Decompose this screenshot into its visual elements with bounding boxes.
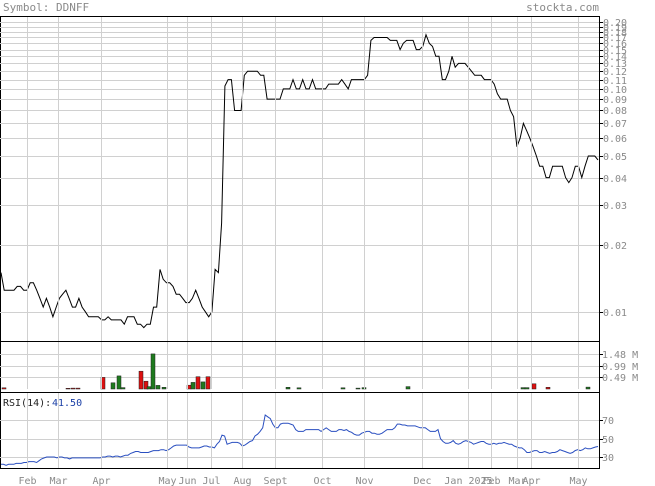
price-tick-label: 0.08 xyxy=(603,106,627,117)
x-axis-label: May xyxy=(158,476,176,486)
volume-bar xyxy=(138,370,144,390)
x-axis-label: Oct xyxy=(313,476,331,486)
rsi-current-value: 41.50 xyxy=(52,398,82,409)
symbol-label: Symbol: DDNFF xyxy=(3,1,89,14)
price-y-axis: 0.01 0.02 0.03 0.04 0.05 0.06 0.07 0.080.090.10… xyxy=(599,18,627,319)
volume-bar xyxy=(65,388,71,390)
volume-bar xyxy=(355,387,361,390)
price-tick-label: 0.16 xyxy=(603,39,627,50)
volume-bar xyxy=(405,386,411,390)
x-axis-label: Jul xyxy=(202,476,220,486)
price-tick-label: 0.14 xyxy=(603,52,627,63)
x-axis-label: Aug xyxy=(233,476,251,486)
volume-bar xyxy=(531,383,537,390)
x-grid xyxy=(27,17,579,468)
price-tick-label: 0.18 xyxy=(603,28,627,39)
rsi-tick-label: 50 xyxy=(602,435,614,446)
volume-bar xyxy=(195,376,201,390)
price-tick-label: 0.07 xyxy=(603,119,627,130)
price-tick-label: 0.17 xyxy=(603,33,627,44)
volume-bar xyxy=(150,353,156,390)
rsi-grid xyxy=(0,420,599,458)
volume-grid xyxy=(0,354,599,378)
volume-bar xyxy=(524,387,530,390)
rsi-y-axis: 70 50 30 xyxy=(599,416,614,464)
volume-bar xyxy=(146,386,152,390)
volume-tick-label: 0.99 M xyxy=(602,362,638,373)
price-grid xyxy=(0,22,599,313)
x-axis-label: Feb xyxy=(482,476,500,486)
x-axis-label: Nov xyxy=(355,476,373,486)
price-tick-label: 0.20 xyxy=(603,18,627,29)
price-tick-label: 0.01 xyxy=(603,308,627,319)
x-axis-label: Mar xyxy=(508,476,526,486)
volume-bar xyxy=(155,385,161,390)
volume-bar xyxy=(545,387,551,390)
price-tick-label: 0.13 xyxy=(603,59,627,70)
volume-bar xyxy=(200,381,206,390)
volume-bar xyxy=(120,387,126,390)
price-tick-label: 0.02 xyxy=(603,241,627,252)
volume-bar xyxy=(143,380,149,390)
x-axis-label: May xyxy=(569,476,587,486)
volume-tick-label: 1.48 M xyxy=(602,350,638,361)
x-axis-label: Dec xyxy=(413,476,431,486)
volume-bar xyxy=(161,387,167,390)
volume-bar xyxy=(285,387,291,390)
volume-y-axis: 1.48 M0.99 M0.49 M xyxy=(599,350,638,384)
price-tick-label: 0.19 xyxy=(603,23,627,34)
price-line xyxy=(0,33,599,329)
rsi-line xyxy=(1,414,599,466)
x-axis-label: Sept xyxy=(263,476,287,486)
price-tick-label: 0.06 xyxy=(603,134,627,145)
x-axis-label: Jun xyxy=(178,476,196,486)
volume-bar xyxy=(116,375,122,390)
x-axis-labels: Feb Mar Apr May Jun Jul Aug Sept Oct Nov Dec Jan 20… xyxy=(18,476,587,486)
price-tick-label: 0.11 xyxy=(603,76,627,87)
volume-bar xyxy=(1,387,7,390)
price-tick-label: 0.10 xyxy=(603,85,627,96)
volume-bars xyxy=(1,353,591,390)
chart-frame xyxy=(0,16,600,469)
site-watermark: stockta.com xyxy=(526,1,599,14)
x-axis-label: Jan 2025 xyxy=(444,476,492,486)
volume-bar xyxy=(340,387,346,390)
volume-tick-label: 0.49 M xyxy=(602,373,638,384)
x-axis-label: Apr xyxy=(92,476,110,486)
x-axis-label: Mar xyxy=(49,476,67,486)
price-tick-label: 0.03 xyxy=(603,201,627,212)
rsi-tick-label: 70 xyxy=(602,416,614,427)
price-tick-label: 0.04 xyxy=(603,174,627,185)
volume-bar xyxy=(520,387,526,390)
price-tick-label: 0.05 xyxy=(603,152,627,163)
rsi-tick-label: 30 xyxy=(602,453,614,464)
price-tick-label: 0.12 xyxy=(603,67,627,78)
x-axis-label: Apr xyxy=(522,476,540,486)
volume-bar xyxy=(585,386,591,390)
volume-bar xyxy=(190,382,196,390)
price-tick-label: 0.15 xyxy=(603,46,627,57)
volume-bar xyxy=(205,376,211,390)
volume-bar xyxy=(70,387,76,390)
volume-bar xyxy=(75,387,81,390)
volume-bar xyxy=(296,387,302,390)
x-axis-label: Feb xyxy=(18,476,36,486)
price-tick-label: 0.09 xyxy=(603,95,627,106)
volume-bar xyxy=(110,382,116,390)
